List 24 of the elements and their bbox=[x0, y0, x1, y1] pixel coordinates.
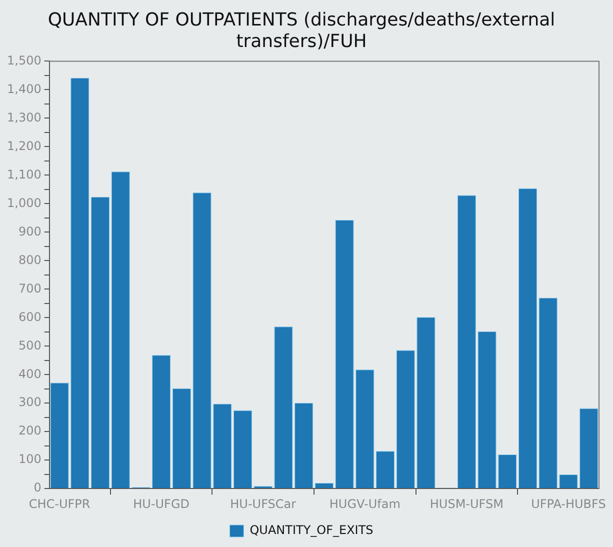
y-tick-label: 600 bbox=[18, 310, 42, 324]
y-tick-label: 0 bbox=[34, 480, 42, 495]
y-tick-label: 300 bbox=[18, 395, 42, 410]
y-tick-label: 400 bbox=[18, 366, 42, 381]
y-tick-label: 1,400 bbox=[6, 82, 42, 96]
x-tick-label: HUSM-UFSM bbox=[430, 496, 504, 511]
y-tick-label: 1,300 bbox=[6, 110, 42, 124]
y-tick-label: 200 bbox=[18, 424, 42, 438]
y-tick-label: 900 bbox=[18, 224, 42, 238]
chart-title: QUANTITY OF OUTPATIENTS (discharges/deaths/external transfers)/FUH bbox=[48, 9, 556, 52]
y-tick-label: 1,000 bbox=[6, 196, 42, 210]
y-tick-label: 1,200 bbox=[6, 138, 42, 153]
y-tick-label: 800 bbox=[18, 252, 42, 267]
legend-label: QUANTITY_OF_EXITS bbox=[250, 523, 374, 538]
y-tick-label: 1,100 bbox=[6, 167, 42, 182]
x-tick-label: UFPA-HUBFS bbox=[531, 496, 606, 511]
y-tick-label: 700 bbox=[18, 281, 42, 296]
x-tick-label: HU-UFGD bbox=[133, 496, 190, 511]
y-tick-label: 500 bbox=[18, 338, 42, 352]
y-tick-label: 1,500 bbox=[6, 53, 42, 68]
x-tick-label: HU-UFSCar bbox=[230, 496, 296, 511]
x-tick-label: HUGV-Ufam bbox=[329, 496, 400, 511]
y-tick-label: 100 bbox=[18, 452, 42, 466]
x-tick-label: CHC-UFPR bbox=[28, 496, 90, 511]
